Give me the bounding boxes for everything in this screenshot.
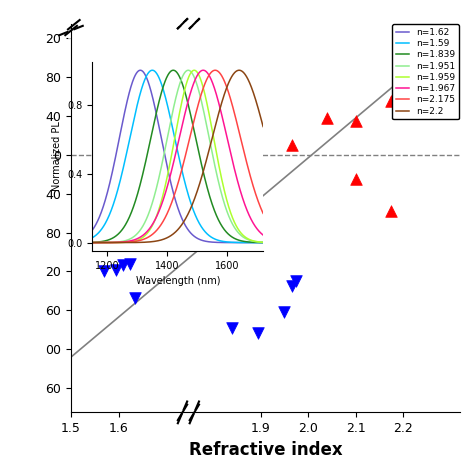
- Legend: n=1.62, n=1.59, n=1.839, n=1.951, n=1.959, n=1.967, n=2.175, n=2.2: n=1.62, n=1.59, n=1.839, n=1.951, n=1.95…: [392, 24, 459, 119]
- Point: [131, 294, 139, 301]
- Point: [127, 260, 134, 267]
- Point: [100, 268, 108, 275]
- Point: [292, 277, 300, 285]
- Point: [387, 208, 395, 215]
- Point: [289, 283, 296, 290]
- Point: [352, 175, 359, 183]
- Point: [281, 309, 288, 316]
- X-axis label: Wavelength (nm): Wavelength (nm): [136, 276, 220, 286]
- Point: [323, 114, 331, 122]
- X-axis label: Refractive index: Refractive index: [189, 441, 342, 459]
- Point: [387, 98, 395, 105]
- Point: [289, 141, 296, 149]
- Point: [255, 329, 262, 337]
- Point: [119, 261, 127, 268]
- Point: [352, 117, 359, 125]
- Point: [228, 324, 236, 332]
- Point: [399, 35, 407, 42]
- Y-axis label: Normalized PL: Normalized PL: [52, 121, 62, 191]
- Point: [112, 266, 120, 273]
